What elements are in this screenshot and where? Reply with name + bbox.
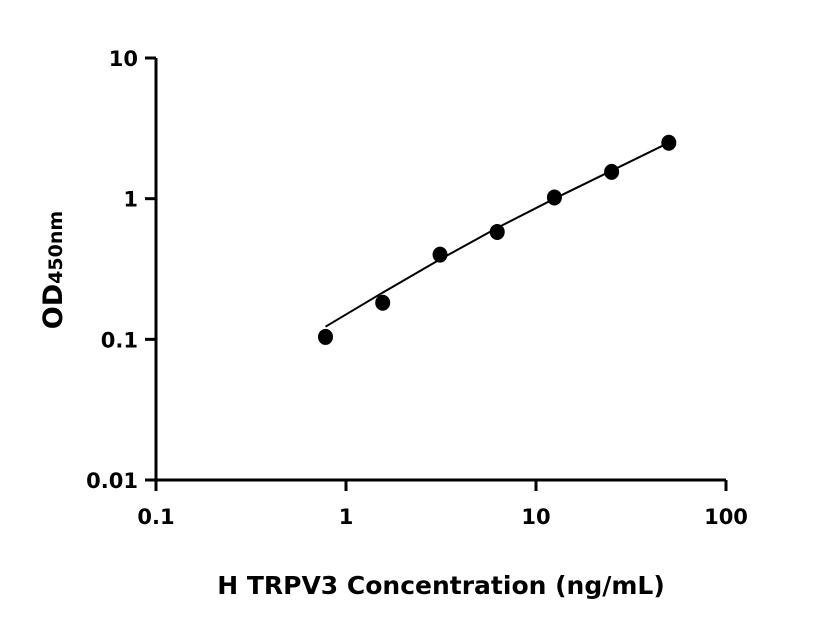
x-tick-label: 0.1 [137,505,174,529]
y-tick-label: 1 [123,188,138,212]
x-tick-label: 100 [704,505,748,529]
x-tick-label: 10 [521,505,550,529]
y-axis-title-sub: 450nm [45,211,67,284]
y-axis-title-main: OD [38,284,69,329]
data-point [604,163,620,180]
data-point [661,134,677,151]
x-tick-label: 1 [339,505,354,529]
data-point [546,189,562,206]
data-point [317,328,333,345]
data-point [489,223,505,240]
y-axis-title: OD450nm [38,211,69,329]
y-tick-label: 0.1 [101,328,138,352]
x-axis-title: H TRPV3 Concentration (ng/mL) [217,571,665,600]
data-point [432,246,448,263]
data-point [375,294,391,311]
y-tick-label: 0.01 [86,469,138,493]
y-tick-label: 10 [109,47,138,71]
